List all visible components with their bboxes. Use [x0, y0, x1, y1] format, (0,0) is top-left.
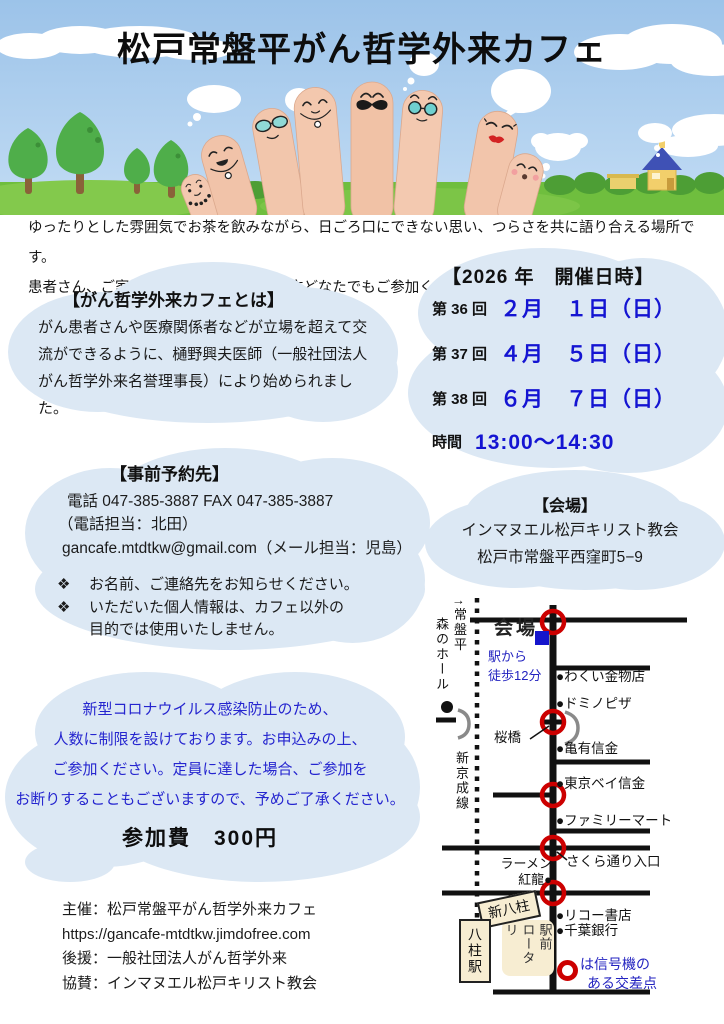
session-number: 第 36 回: [432, 300, 488, 318]
traffic-signal-icon: [539, 608, 567, 907]
schedule-heading: 【2026 年 開催日時】: [442, 267, 655, 288]
footer: 主催：松戸常盤平がん哲学外来カフェ https://gancafe-mtdtkw…: [62, 898, 317, 996]
sakura-dori-pointer: [556, 851, 568, 861]
shop-label: ●亀有信金: [556, 741, 619, 756]
schedule-row: 第 37 回 ４月 ５日（日）: [432, 338, 676, 368]
bridge-marks: [457, 708, 580, 746]
covid-note-line: ご参加ください。定員に達した場合、ご参加を: [52, 761, 368, 778]
reservation-heading: 【事前予約先】: [110, 465, 229, 484]
legend-line: ある交差点: [587, 975, 657, 991]
session-number: 第 37 回: [432, 345, 488, 363]
signal-legend-icon: [557, 960, 578, 981]
page-title: 松戸常盤平がん哲学外来カフェ: [117, 30, 607, 70]
bullet-item: ❖ いただいた個人情報は、カフェ以外の 目的では使用いたしません。: [55, 597, 344, 641]
ramen-label: ラーメン 紅龍●: [500, 856, 552, 887]
shinkeisei-line-label: 新京成線: [454, 751, 469, 811]
walk-note: 駅から 徒歩12分: [488, 649, 542, 683]
covid-cloud: 新型コロナウイルス感染防止のため、 人数に制限を設けております。お申込みの上、 …: [5, 672, 420, 887]
diamond-bullet-icon: ❖: [57, 599, 71, 616]
venue-heading: 【会場】: [532, 498, 597, 515]
venue-name: インマヌエル松戸キリスト教会: [461, 522, 679, 539]
fee-text: 参加費 300円: [121, 827, 279, 850]
shop-label: ●千葉銀行: [556, 923, 619, 938]
time-label: 時間: [432, 433, 463, 451]
sakura-dori-label: さくら通り入口: [566, 854, 661, 869]
sakurabashi-pointer: [529, 725, 550, 740]
reservation-cloud: 【事前予約先】 電話 047-385-3887 FAX 047-385-3887…: [25, 448, 430, 658]
bullet-text: いただいた個人情報は、カフェ以外の 目的では使用いたしません。: [89, 599, 345, 638]
station-rotary-area: 駅前 ロータリ: [502, 920, 554, 976]
schedule-row: 第 36 回 ２月 １日（日）: [432, 293, 676, 323]
website-url: https://gancafe-mtdtkw.jimdofree.com: [62, 925, 311, 943]
covid-note-line: お断りすることもございますので、予めご了承ください。: [15, 791, 405, 808]
sponsor-line: 協賛：インマヌエル松戸キリスト教会: [62, 974, 318, 992]
venue-address: 松戸市常盤平西窪町5−9: [477, 549, 643, 566]
landmark-dot-icon: [441, 701, 453, 713]
about-body: がん患者さんや医療関係者などが立場を超えて交流ができるように、樋野興夫医師（一般…: [38, 319, 368, 417]
finger-family: [180, 81, 544, 233]
about-heading: 【がん哲学外来カフェとは】: [63, 291, 284, 310]
access-map: 会場 駅から 徒歩12分 ↑常盤平 森のホール 新京成線 ●わくい金物店 ●ドミ…: [430, 593, 724, 1024]
yabashira-station-box: 八柱駅: [459, 919, 491, 983]
phone-line: 電話 047-385-3887 FAX 047-385-3887: [67, 493, 334, 510]
legend-text: は信号機の ある交差点: [580, 955, 657, 993]
support-line: 後援：一般社団法人がん哲学外来: [62, 950, 288, 967]
tokiwadaira-label: ↑常盤平: [452, 599, 467, 653]
finger-family-scene: [0, 0, 724, 233]
about-cloud: 【がん哲学外来カフェとは】 がん患者さんや医療関係者などが立場を超えて交流ができ…: [8, 262, 410, 430]
sakurabashi-label: 桜橋: [494, 730, 521, 745]
header-illustration: 松戸常盤平がん哲学外来カフェ: [0, 0, 724, 233]
venue-marker: [535, 631, 549, 645]
venue-cloud: 【会場】 インマヌエル松戸キリスト教会 松戸市常盤平西窪町5−9: [425, 470, 724, 592]
legend-line: は信号機の: [580, 956, 650, 972]
intro-line: ゆったりとした雰囲気でお茶を飲みながら、日ごろ口にできない思い、つらさを共に語り…: [28, 220, 695, 266]
map-roads: [436, 598, 687, 995]
time-row: 時間 13:00～14:30: [432, 426, 614, 456]
phone-contact: （電話担当：北田）: [58, 516, 198, 533]
schedule-cloud: 【2026 年 開催日時】 第 36 回 ２月 １日（日） 第 37 回 ４月 …: [408, 248, 724, 473]
organizer-line: 主催：松戸常盤平がん哲学外来カフェ: [62, 901, 318, 918]
diamond-bullet-icon: ❖: [57, 576, 71, 593]
mori-no-hall-label: 森のホール: [434, 617, 449, 692]
speech-bubble-icon: [187, 52, 672, 179]
shop-label: ●東京ベイ信金: [556, 776, 646, 791]
yabashira-station-label: 八柱駅: [467, 927, 483, 975]
map-venue-label: 会場: [494, 618, 539, 639]
ekimae-rotary-label: 駅前 ロータリ: [503, 923, 553, 965]
time-value: 13:00～14:30: [475, 431, 615, 454]
shop-label: ●わくい金物店: [556, 669, 646, 684]
shop-label: ●リコー書店: [556, 908, 632, 923]
session-date: ２月 １日（日）: [500, 298, 677, 321]
cloud-icon: [0, 24, 724, 223]
shop-label: ●ドミノピザ: [556, 696, 632, 711]
bullet-item: ❖ お名前、ご連絡先をお知らせください。: [55, 574, 359, 596]
tree-icon: [8, 112, 189, 198]
house-icon: [607, 140, 682, 191]
bullet-text: お名前、ご連絡先をお知らせください。: [89, 576, 359, 593]
schedule-row: 第 38 回 ６月 ７日（日）: [432, 383, 676, 413]
session-date: ６月 ７日（日）: [500, 388, 677, 411]
email-line: gancafe.mtdtkw@gmail.com（メール担当：児島）: [62, 540, 412, 557]
session-number: 第 38 回: [432, 390, 488, 408]
shop-label: ●ファミリーマート: [556, 813, 673, 828]
covid-note-line: 人数に制限を設けております。お申込みの上、: [53, 731, 367, 748]
session-date: ４月 ５日（日）: [500, 343, 677, 366]
covid-note-line: 新型コロナウイルス感染防止のため、: [82, 701, 338, 718]
